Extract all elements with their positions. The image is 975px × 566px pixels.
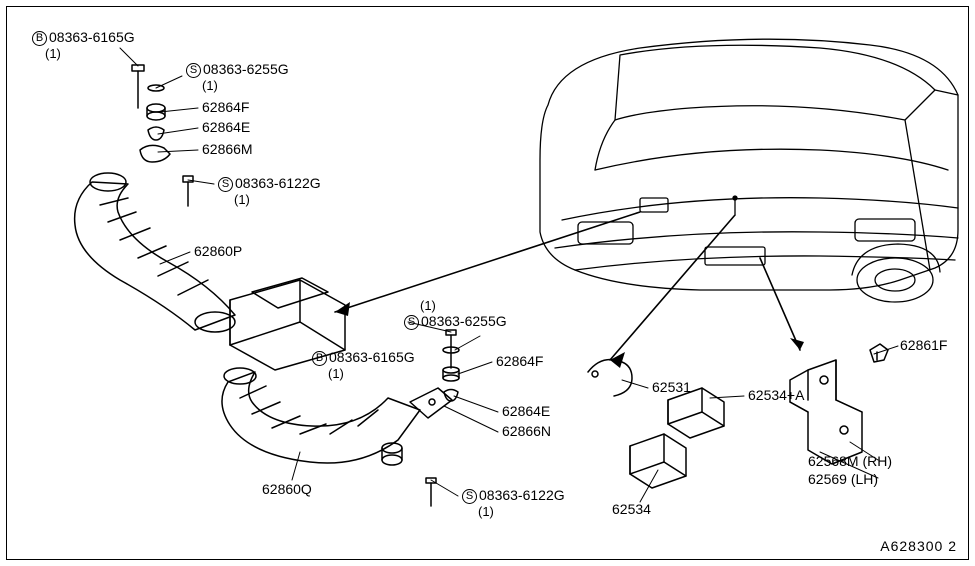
symbol-s: S xyxy=(218,177,233,192)
symbol-s: S xyxy=(462,489,477,504)
label-62866M: 62866M xyxy=(202,142,253,157)
symbol-b: B xyxy=(312,351,327,366)
reference-code: A628300 2 xyxy=(880,538,957,554)
label-62569: 62569 (LH) xyxy=(808,472,878,487)
qty-s3: (1) xyxy=(420,298,436,313)
qty-b2: (1) xyxy=(328,366,344,381)
clip-62861F xyxy=(870,344,888,362)
label-62866N: 62866N xyxy=(502,424,551,439)
fastener-stack-left xyxy=(132,65,193,206)
clip-62531 xyxy=(588,360,632,396)
label-62864F-1: 62864F xyxy=(202,100,249,115)
label-s1: S08363-6255G xyxy=(186,62,289,78)
label-62568M: 62568M (RH) xyxy=(808,454,892,469)
label-62531: 62531 xyxy=(652,380,691,395)
duct-62860Q xyxy=(222,368,452,465)
label-b1: B08363-6165G xyxy=(32,30,135,46)
label-62860P: 62860P xyxy=(194,244,242,259)
label-62860Q: 62860Q xyxy=(262,482,312,497)
qty-b1: (1) xyxy=(45,46,61,61)
symbol-b: B xyxy=(32,31,47,46)
bracket-62568-62569 xyxy=(790,360,862,464)
symbol-s: S xyxy=(404,315,419,330)
car-outline xyxy=(540,39,958,302)
label-s4: S08363-6122G xyxy=(462,488,565,504)
label-b2: B08363-6165G xyxy=(312,350,415,366)
label-62534A: 62534+A xyxy=(748,388,804,403)
qty-s1: (1) xyxy=(202,78,218,93)
qty-s2: (1) xyxy=(234,192,250,207)
symbol-s: S xyxy=(186,63,201,78)
label-62534: 62534 xyxy=(612,502,651,517)
label-62864F-2: 62864F xyxy=(496,354,543,369)
label-s3: S08363-6255G xyxy=(404,314,507,330)
label-62861F: 62861F xyxy=(900,338,947,353)
label-62864E-2: 62864E xyxy=(502,404,550,419)
qty-s4: (1) xyxy=(478,504,494,519)
block-62534A xyxy=(668,388,724,438)
label-62864E-1: 62864E xyxy=(202,120,250,135)
label-s2: S08363-6122G xyxy=(218,176,321,192)
block-62534 xyxy=(630,434,686,488)
